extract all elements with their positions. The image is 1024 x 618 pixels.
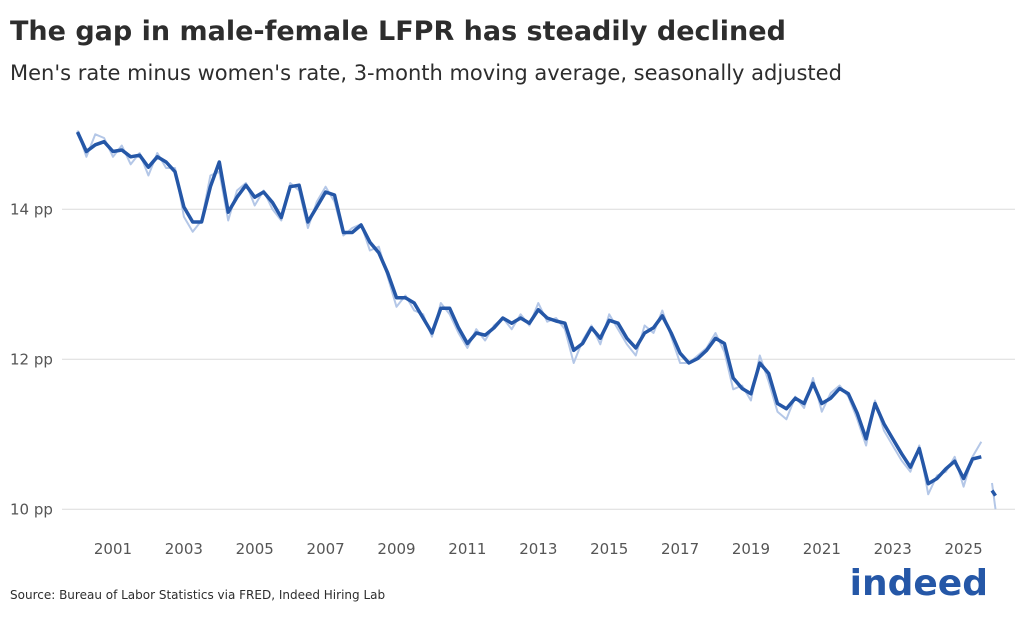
source: Source: Bureau of Labor Statistics via F… — [10, 588, 385, 602]
logo[interactable]: indeed — [850, 563, 988, 604]
x-tick-label: 2003 — [165, 540, 203, 558]
series-line — [76, 130, 997, 510]
x-tick-label: 2017 — [661, 540, 699, 558]
x-tick-label: 2005 — [236, 540, 274, 558]
x-tick-label: 2007 — [307, 540, 345, 558]
y-tick-label: 14 pp — [10, 200, 53, 218]
x-tick-label: 2013 — [519, 540, 557, 558]
series-line — [75, 131, 997, 497]
x-tick-label: 2025 — [945, 540, 983, 558]
x-tick-label: 2011 — [448, 540, 486, 558]
y-tick-label: 10 pp — [10, 500, 53, 518]
x-tick-label: 2009 — [377, 540, 415, 558]
chart-subtitle: Men's rate minus women's rate, 3-month m… — [10, 61, 842, 85]
y-tick-label: 12 pp — [10, 350, 53, 368]
x-tick-label: 2021 — [803, 540, 841, 558]
x-tick-label: 2001 — [94, 540, 132, 558]
x-tick-label: 2023 — [874, 540, 912, 558]
x-tick-label: 2015 — [590, 540, 628, 558]
chart-title: The gap in male-female LFPR has steadily… — [10, 16, 786, 47]
x-tick-label: 2019 — [732, 540, 770, 558]
